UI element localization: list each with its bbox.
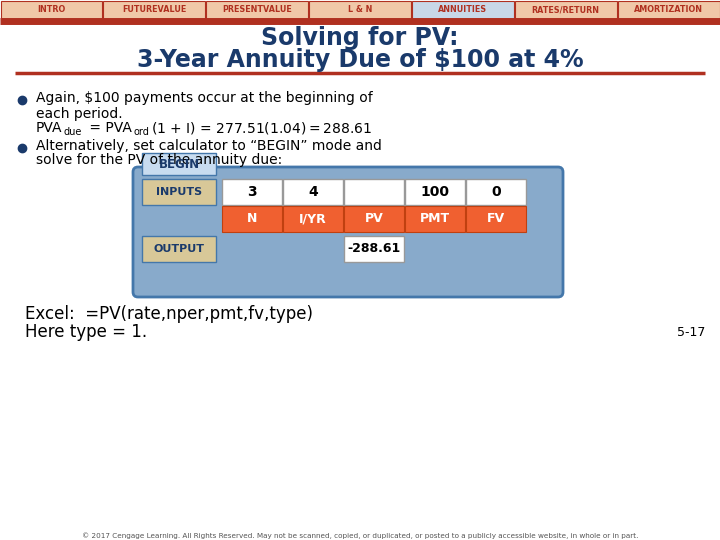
FancyBboxPatch shape — [344, 236, 404, 262]
Text: I/YR: I/YR — [299, 213, 327, 226]
FancyBboxPatch shape — [309, 1, 411, 19]
FancyBboxPatch shape — [344, 179, 404, 205]
FancyBboxPatch shape — [344, 206, 404, 232]
FancyBboxPatch shape — [283, 179, 343, 205]
FancyBboxPatch shape — [515, 1, 616, 19]
Text: INTRO: INTRO — [37, 5, 66, 15]
Text: 5-17: 5-17 — [677, 326, 705, 339]
FancyBboxPatch shape — [405, 179, 465, 205]
Text: AMORTIZATION: AMORTIZATION — [634, 5, 703, 15]
Text: 3: 3 — [247, 185, 257, 199]
Text: PRESENTVALUE: PRESENTVALUE — [222, 5, 292, 15]
Text: (1 + I) = $277.51(1.04) = $288.61: (1 + I) = $277.51(1.04) = $288.61 — [151, 120, 372, 136]
FancyBboxPatch shape — [142, 179, 216, 205]
Text: due: due — [64, 127, 82, 137]
Text: N: N — [247, 213, 257, 226]
FancyBboxPatch shape — [142, 236, 216, 262]
Text: Here type = 1.: Here type = 1. — [25, 323, 147, 341]
Text: -288.61: -288.61 — [347, 242, 400, 255]
Text: 4: 4 — [308, 185, 318, 199]
Text: RATES/RETURN: RATES/RETURN — [531, 5, 600, 15]
Text: Excel:  =PV(rate,nper,pmt,fv,type): Excel: =PV(rate,nper,pmt,fv,type) — [25, 305, 313, 323]
FancyBboxPatch shape — [618, 1, 719, 19]
FancyBboxPatch shape — [412, 1, 514, 19]
FancyBboxPatch shape — [466, 206, 526, 232]
FancyBboxPatch shape — [142, 153, 216, 175]
FancyBboxPatch shape — [405, 206, 465, 232]
Text: Again, $100 payments occur at the beginning of: Again, $100 payments occur at the beginn… — [36, 91, 373, 105]
Text: 100: 100 — [420, 185, 449, 199]
FancyBboxPatch shape — [283, 206, 343, 232]
Text: PMT: PMT — [420, 213, 450, 226]
FancyBboxPatch shape — [466, 179, 526, 205]
Text: Alternatively, set calculator to “BEGIN” mode and: Alternatively, set calculator to “BEGIN”… — [36, 139, 382, 153]
Text: FV: FV — [487, 213, 505, 226]
Text: © 2017 Cengage Learning. All Rights Reserved. May not be scanned, copied, or dup: © 2017 Cengage Learning. All Rights Rese… — [82, 532, 638, 539]
FancyBboxPatch shape — [206, 1, 308, 19]
FancyBboxPatch shape — [1, 1, 102, 19]
Text: solve for the PV of the annuity due:: solve for the PV of the annuity due: — [36, 153, 282, 167]
FancyBboxPatch shape — [104, 1, 205, 19]
Text: 3-Year Annuity Due of $100 at 4%: 3-Year Annuity Due of $100 at 4% — [137, 48, 583, 72]
Text: L & N: L & N — [348, 5, 372, 15]
FancyBboxPatch shape — [222, 179, 282, 205]
Text: ord: ord — [133, 127, 149, 137]
Text: BEGIN: BEGIN — [158, 158, 199, 171]
Text: OUTPUT: OUTPUT — [153, 244, 204, 254]
FancyBboxPatch shape — [133, 167, 563, 297]
Text: ANNUITIES: ANNUITIES — [438, 5, 487, 15]
Text: FUTUREVALUE: FUTUREVALUE — [122, 5, 186, 15]
Text: PV: PV — [364, 213, 383, 226]
Text: PVA: PVA — [36, 121, 63, 135]
Text: INPUTS: INPUTS — [156, 187, 202, 197]
Text: 0: 0 — [491, 185, 501, 199]
Text: = PVA: = PVA — [85, 121, 132, 135]
Text: each period.: each period. — [36, 107, 122, 121]
FancyBboxPatch shape — [222, 206, 282, 232]
Text: Solving for PV:: Solving for PV: — [261, 26, 459, 50]
